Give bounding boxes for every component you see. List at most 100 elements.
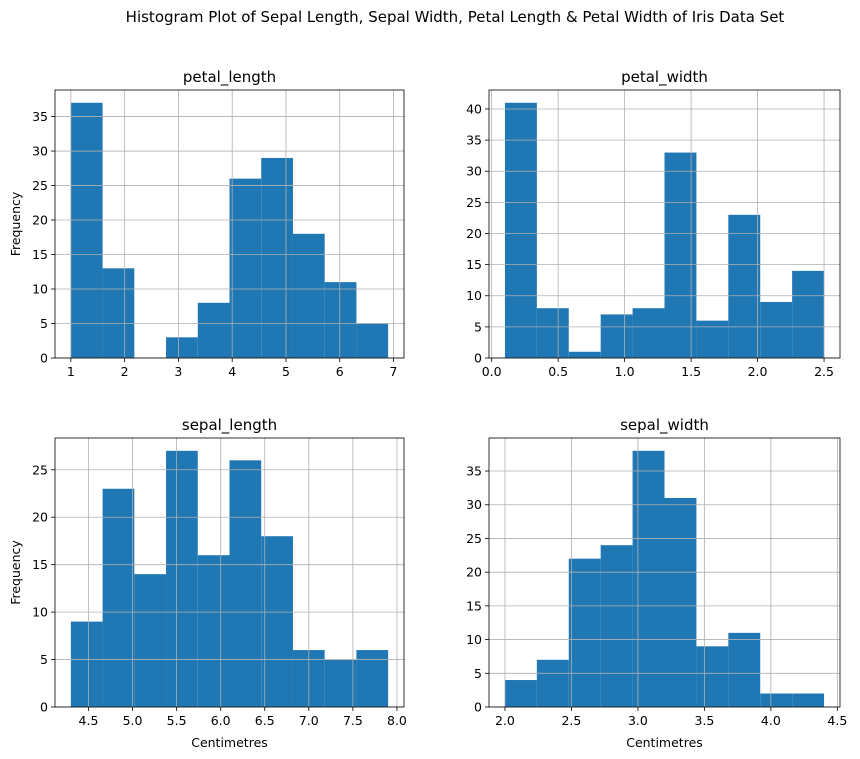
y-tick-label-2: 10 — [466, 288, 482, 303]
bar-2 — [568, 558, 601, 707]
bar-1 — [102, 488, 135, 707]
y-ticks: 0 5 10 15 20 25 30 35 40 — [466, 101, 489, 366]
bar-8 — [760, 301, 793, 358]
y-tick-label-7: 35 — [32, 109, 48, 124]
bar-7 — [728, 214, 761, 358]
y-axis-label: Frequency — [8, 540, 23, 605]
x-tick-label-5: 6 — [336, 364, 344, 379]
axes-frame — [54, 437, 405, 708]
bar-3 — [166, 337, 198, 358]
subplot-title: petal_length — [183, 68, 276, 87]
bar-3 — [166, 450, 198, 707]
y-tick-label-7: 35 — [466, 464, 482, 479]
y-ticks: 0 5 10 15 20 25 — [32, 462, 55, 715]
bar-0 — [504, 102, 537, 358]
bar-7 — [728, 632, 761, 707]
x-tick-label-3: 3.5 — [694, 713, 714, 728]
bar-3 — [600, 545, 633, 707]
bar-6 — [696, 320, 729, 358]
x-tick-label-2: 3 — [174, 364, 182, 379]
y-tick-label-6: 30 — [32, 144, 48, 159]
x-tick-label-0: 1 — [67, 364, 75, 379]
bar-8 — [760, 693, 793, 707]
y-axis-label: Frequency — [8, 191, 23, 256]
bar-8 — [324, 659, 357, 707]
grid — [55, 90, 404, 359]
y-tick-label-6: 30 — [466, 497, 482, 512]
bar-5 — [664, 498, 697, 707]
x-tick-label-3: 6.0 — [211, 713, 231, 728]
axes-frame — [54, 89, 405, 359]
axes-frame — [488, 89, 841, 359]
y-tick-label-5: 25 — [32, 462, 48, 477]
x-tick-label-2: 3.0 — [628, 713, 648, 728]
bars — [504, 450, 825, 707]
bars — [70, 450, 389, 707]
y-tick-label-0: 0 — [474, 700, 482, 715]
y-tick-label-4: 20 — [466, 226, 482, 241]
x-tick-label-1: 0.5 — [548, 364, 568, 379]
subplot-sepal_length: 4.5 5.0 5.5 6.0 6.5 7.0 7.5 8.0 0 5 10 15 20 25 sepal_… — [8, 416, 407, 750]
y-tick-label-0: 0 — [40, 351, 48, 366]
y-ticks: 0 5 10 15 20 25 30 35 — [32, 109, 55, 366]
bar-0 — [70, 621, 103, 707]
x-tick-label-0: 4.5 — [79, 713, 99, 728]
y-tick-label-4: 20 — [466, 565, 482, 580]
bars — [504, 102, 825, 358]
subplot-title: sepal_length — [182, 416, 277, 435]
y-tick-label-3: 15 — [466, 257, 482, 272]
y-tick-label-2: 10 — [466, 632, 482, 647]
bar-1 — [536, 308, 569, 358]
bar-4 — [197, 555, 230, 707]
subplot-petal_length: 1 2 3 4 5 6 7 0 5 10 15 20 25 30 35 petal_length Frequen… — [8, 68, 405, 379]
y-tick-label-0: 0 — [40, 700, 48, 715]
x-ticks: 1 2 3 4 5 6 7 — [67, 358, 397, 379]
bar-5 — [229, 460, 262, 707]
y-tick-label-0: 0 — [474, 351, 482, 366]
bar-9 — [792, 270, 825, 358]
y-tick-label-3: 15 — [32, 247, 48, 262]
bar-9 — [356, 650, 389, 707]
bar-0 — [70, 102, 103, 358]
y-tick-label-1: 5 — [40, 316, 48, 331]
x-tick-label-7: 8.0 — [387, 713, 407, 728]
x-tick-label-4: 5 — [282, 364, 290, 379]
x-tick-label-5: 4.5 — [827, 713, 847, 728]
x-tick-label-3: 1.5 — [681, 364, 701, 379]
y-tick-label-5: 25 — [32, 178, 48, 193]
y-tick-label-3: 15 — [32, 557, 48, 572]
bar-6 — [696, 646, 729, 707]
x-tick-label-5: 2.5 — [814, 364, 834, 379]
x-axis-label: Centimetres — [626, 735, 703, 750]
x-ticks: 4.5 5.0 5.5 6.0 6.5 7.0 7.5 8.0 — [79, 707, 407, 728]
x-tick-label-4: 4.0 — [761, 713, 781, 728]
x-tick-label-2: 1.0 — [615, 364, 635, 379]
bar-6 — [261, 157, 293, 358]
bars — [70, 102, 389, 358]
bar-9 — [792, 693, 825, 707]
bar-9 — [356, 323, 389, 358]
y-tick-label-5: 25 — [466, 531, 482, 546]
y-tick-label-8: 40 — [466, 101, 482, 116]
y-tick-label-2: 10 — [32, 282, 48, 297]
bar-2 — [568, 351, 601, 358]
bar-1 — [102, 268, 135, 358]
y-tick-label-1: 5 — [40, 652, 48, 667]
bar-5 — [229, 178, 262, 358]
x-tick-label-4: 2.0 — [748, 364, 768, 379]
figure-title: Histogram Plot of Sepal Length, Sepal Wi… — [126, 8, 785, 26]
x-tick-label-2: 5.5 — [167, 713, 187, 728]
subplots: 1 2 3 4 5 6 7 0 5 10 15 20 25 30 35 petal_length Frequen… — [8, 68, 847, 750]
bar-6 — [261, 536, 293, 707]
y-tick-label-1: 5 — [474, 319, 482, 334]
subplot-title: sepal_width — [620, 416, 709, 435]
y-tick-label-4: 20 — [32, 213, 48, 228]
x-tick-label-4: 6.5 — [255, 713, 275, 728]
y-tick-label-7: 35 — [466, 133, 482, 148]
y-tick-label-6: 30 — [466, 164, 482, 179]
y-tick-label-2: 10 — [32, 605, 48, 620]
x-tick-label-6: 7.5 — [343, 713, 363, 728]
y-tick-label-3: 15 — [466, 598, 482, 613]
bar-4 — [197, 302, 230, 358]
